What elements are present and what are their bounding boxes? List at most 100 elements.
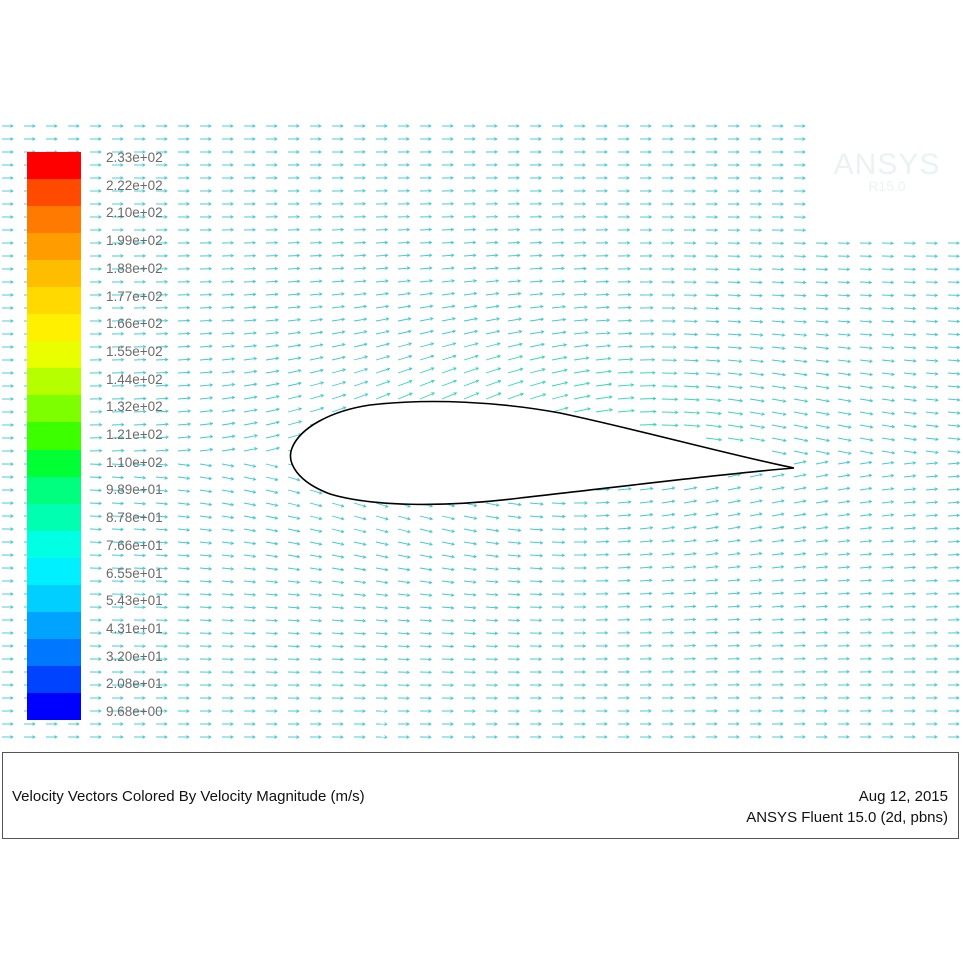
velocity-vector	[903, 488, 916, 491]
velocity-vector-head	[142, 150, 146, 154]
velocity-vector-head	[562, 305, 566, 309]
velocity-vector-head	[736, 254, 741, 259]
velocity-vector	[441, 567, 455, 571]
velocity-vector	[859, 514, 872, 517]
velocity-vector-head	[494, 644, 499, 649]
velocity-vector-head	[695, 358, 699, 363]
velocity-vector-head	[274, 605, 279, 610]
velocity-vector-head	[516, 240, 521, 245]
velocity-vector-head	[276, 446, 281, 451]
velocity-vector-head	[208, 735, 212, 739]
velocity-vector-head	[846, 696, 850, 700]
velocity-vector-head	[891, 450, 896, 455]
velocity-vector	[727, 333, 742, 336]
velocity-vector	[353, 267, 366, 270]
velocity-vector-head	[385, 304, 390, 309]
velocity-vector-head	[164, 202, 168, 206]
velocity-vector-head	[739, 412, 744, 416]
velocity-vector-head	[824, 696, 828, 700]
velocity-vector	[463, 280, 477, 283]
velocity-vector	[815, 411, 830, 415]
velocity-vector-head	[935, 411, 939, 415]
velocity-vector-head	[164, 331, 169, 336]
velocity-vector-head	[165, 370, 169, 375]
velocity-vector-head	[516, 644, 521, 649]
velocity-vector-head	[318, 516, 323, 521]
velocity-vector-head	[890, 254, 895, 259]
velocity-vector	[837, 424, 852, 428]
velocity-vector	[133, 463, 146, 466]
velocity-vector-head	[627, 279, 632, 284]
velocity-vector-head	[759, 499, 763, 503]
velocity-vector-head	[472, 618, 477, 623]
velocity-vector-head	[561, 279, 566, 284]
velocity-vector	[771, 618, 784, 621]
velocity-vector-head	[758, 525, 763, 530]
velocity-vector-head	[186, 476, 191, 480]
velocity-vector-head	[428, 124, 432, 128]
velocity-vector	[551, 280, 565, 283]
velocity-vector-head	[956, 552, 961, 557]
velocity-vector-head	[670, 657, 675, 661]
velocity-vector-head	[120, 605, 124, 609]
velocity-vector	[947, 501, 960, 504]
velocity-vector-head	[76, 735, 80, 739]
velocity-vector-head	[718, 424, 723, 429]
velocity-vector	[727, 473, 741, 478]
velocity-vector-head	[32, 124, 36, 128]
velocity-vector	[749, 398, 765, 402]
velocity-vector-head	[934, 735, 938, 739]
velocity-vector-head	[252, 215, 257, 219]
velocity-vector-head	[494, 253, 499, 258]
velocity-vector	[199, 332, 212, 335]
velocity-vector	[529, 343, 545, 348]
velocity-vector-head	[956, 526, 961, 531]
velocity-vector	[683, 346, 698, 349]
velocity-vector	[353, 254, 366, 257]
velocity-vector	[529, 331, 544, 335]
velocity-vector-head	[692, 735, 696, 739]
velocity-vector-head	[802, 499, 807, 504]
velocity-vector	[661, 579, 674, 582]
velocity-vector-head	[497, 354, 502, 359]
velocity-vector-head	[890, 591, 895, 596]
velocity-vector	[397, 367, 412, 374]
velocity-vector-head	[847, 399, 852, 403]
velocity-vector	[265, 632, 278, 635]
velocity-vector-head	[780, 630, 785, 635]
velocity-vector-head	[450, 240, 455, 245]
velocity-vector	[947, 475, 960, 478]
velocity-vector-head	[252, 266, 257, 271]
velocity-vector-head	[98, 462, 103, 467]
velocity-vector-head	[649, 293, 654, 297]
velocity-vector	[397, 645, 410, 648]
velocity-vector-head	[296, 683, 300, 687]
velocity-vector	[595, 281, 609, 283]
velocity-vector	[947, 346, 960, 349]
velocity-vector-head	[714, 591, 719, 596]
velocity-vector	[749, 411, 765, 415]
velocity-vector	[177, 593, 190, 596]
velocity-vector	[287, 293, 300, 296]
velocity-vector-head	[494, 176, 498, 180]
velocity-vector-head	[384, 137, 388, 141]
velocity-vector	[309, 255, 322, 257]
legend-swatch	[27, 233, 81, 261]
velocity-vector	[727, 579, 740, 582]
velocity-vector	[925, 424, 939, 427]
velocity-vector-head	[142, 383, 147, 388]
velocity-vector	[199, 384, 213, 387]
velocity-vector	[463, 367, 479, 374]
velocity-vector-head	[693, 293, 698, 298]
velocity-vector	[463, 619, 476, 622]
velocity-vector-head	[674, 397, 679, 402]
velocity-vector-head	[539, 566, 544, 571]
velocity-vector-head	[164, 124, 168, 128]
velocity-vector-head	[628, 305, 632, 310]
velocity-vector	[771, 398, 786, 402]
velocity-vector-head	[142, 176, 146, 180]
velocity-vector-head	[540, 330, 545, 334]
velocity-vector	[221, 580, 234, 583]
velocity-vector-head	[474, 342, 479, 346]
velocity-vector-head	[406, 670, 411, 675]
